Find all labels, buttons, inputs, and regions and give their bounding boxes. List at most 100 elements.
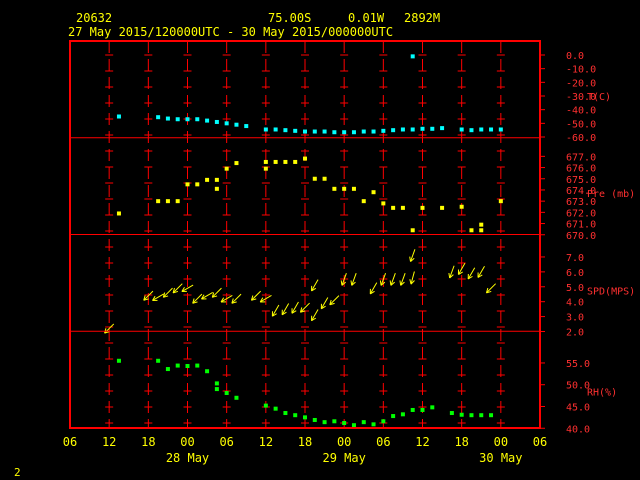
time-period: 27 May 2015/120000UTC - 30 May 2015/0000… <box>68 25 393 39</box>
data-point-temp <box>244 124 249 129</box>
x-tick-label: 00 <box>494 435 508 449</box>
wind-arrow-shaft <box>172 283 183 294</box>
y-tick-label: 3.0 <box>566 313 584 324</box>
wind-arrow-head <box>390 281 395 286</box>
data-point-temp <box>400 127 405 132</box>
wind-arrow-head <box>379 280 382 286</box>
wind-arrow-shaft <box>143 290 154 301</box>
data-point-temp <box>156 115 161 120</box>
data-point-rh <box>459 412 464 417</box>
wind-arrow-head <box>143 295 146 301</box>
wind-arrow-shaft <box>220 295 233 303</box>
data-point-temp <box>175 117 180 122</box>
panel-label-pres: Pre (mb) <box>587 189 635 200</box>
y-tick-label: 0.0 <box>566 51 584 62</box>
y-tick-label: 672.0 <box>566 208 596 219</box>
data-point-temp <box>214 119 219 124</box>
wind-arrow <box>181 284 194 293</box>
data-point-rh <box>410 407 415 412</box>
data-point-pres <box>440 205 445 210</box>
wind-arrow-head <box>143 298 149 301</box>
x-tick-label: 18 <box>454 435 468 449</box>
data-point-temp <box>332 130 337 135</box>
wind-arrow-head <box>192 298 195 304</box>
data-point-temp <box>489 127 494 132</box>
wind-arrow <box>271 304 280 317</box>
wind-arrow-head <box>448 272 451 279</box>
y-tick-label: 6.0 <box>566 268 584 279</box>
wind-arrow-shaft <box>486 283 496 294</box>
wind-arrow-shaft <box>271 304 280 317</box>
data-point-rh <box>234 395 239 400</box>
wind-arrow <box>389 273 396 286</box>
wind-arrow-head <box>350 280 353 286</box>
data-point-pres <box>273 159 278 164</box>
wind-arrow-shaft <box>162 287 173 298</box>
data-point-temp <box>469 128 474 133</box>
wind-arrow-head <box>172 290 179 294</box>
wind-arrow-head <box>251 298 257 301</box>
wind-arrow <box>485 283 496 294</box>
data-point-temp <box>459 127 464 132</box>
wind-arrow-head <box>272 313 277 317</box>
wind-arrow-head <box>192 301 198 304</box>
wind-arrow-head <box>211 292 215 298</box>
x-date-label: 30 May <box>479 451 522 465</box>
wind-arrow <box>448 265 455 279</box>
y-tick-label: -20.0 <box>566 78 596 89</box>
wind-arrow-head <box>410 280 415 285</box>
wind-arrow-head <box>351 281 356 286</box>
data-point-rh <box>303 415 307 420</box>
wind-arrow-shaft <box>410 249 416 262</box>
x-tick-label: 06 <box>63 435 77 449</box>
data-point-pres <box>175 199 180 204</box>
wind-arrow-shaft <box>300 302 310 313</box>
data-point-pres <box>410 228 415 233</box>
data-point-pres <box>479 228 484 233</box>
data-point-pres <box>361 199 366 204</box>
data-point-rh <box>361 420 366 425</box>
data-point-temp <box>479 127 484 132</box>
data-point-rh <box>322 420 327 425</box>
wind-arrow-head <box>291 310 297 314</box>
wind-arrow-shaft <box>477 265 485 278</box>
data-point-pres <box>322 176 327 181</box>
data-point-rh <box>283 411 288 416</box>
data-point-pres <box>185 182 190 187</box>
wind-arrow-head <box>467 275 473 280</box>
data-point-pres <box>165 199 170 204</box>
data-point-rh <box>479 413 484 418</box>
data-point-rh <box>293 413 298 418</box>
wind-arrow-head <box>449 274 454 279</box>
data-point-temp <box>263 127 268 132</box>
x-tick-label: 06 <box>533 435 547 449</box>
wind-arrow-head <box>409 279 412 285</box>
data-point-temp <box>381 128 386 133</box>
y-tick-label: 671.0 <box>566 220 596 231</box>
data-point-pres <box>381 201 386 206</box>
y-tick-label: 4.0 <box>566 298 584 309</box>
wind-arrow-shaft <box>449 265 455 279</box>
data-point-pres <box>391 205 396 210</box>
wind-arrow-head <box>163 295 169 298</box>
data-point-rh <box>430 405 435 410</box>
data-point-temp <box>351 130 356 135</box>
data-point-pres <box>234 161 239 166</box>
station-id: 20632 <box>76 11 112 25</box>
wind-arrow <box>259 295 272 303</box>
data-point-temp <box>342 130 347 135</box>
wind-arrow-head <box>477 274 483 278</box>
data-point-temp <box>293 128 298 133</box>
data-point-rh <box>400 412 405 417</box>
wind-arrow-shaft <box>211 287 222 298</box>
data-point-rh <box>312 417 317 422</box>
wind-arrow <box>152 293 165 301</box>
y-tick-label: 5.0 <box>566 283 584 294</box>
data-point-pres <box>342 186 347 191</box>
data-point-rh <box>391 414 396 419</box>
x-axis-labels: 06 12 18 00 06 12 18 00 06 12 18 00 06 28 May 29 May 30… <box>63 435 547 465</box>
wind-arrow-head <box>380 281 386 286</box>
wind-arrow <box>211 287 222 298</box>
y-tick-label: -30.0 <box>566 92 596 103</box>
